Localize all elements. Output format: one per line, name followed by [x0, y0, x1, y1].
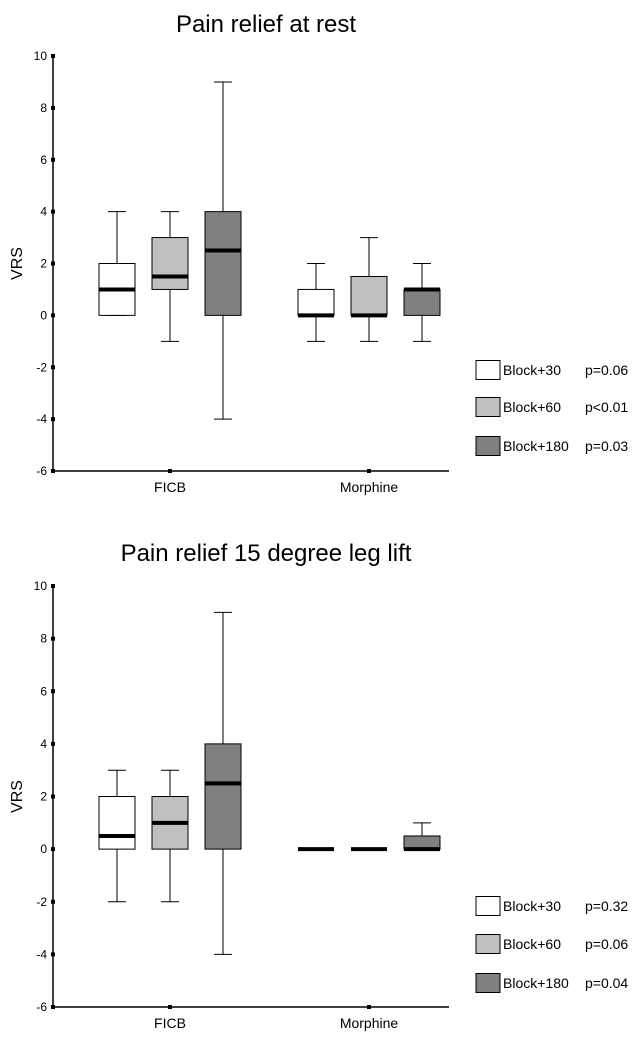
box-block180-morphine	[403, 288, 441, 316]
y-tick-label: 8	[40, 632, 47, 646]
box-block30-ficb	[98, 796, 136, 850]
y-tick-label: 8	[40, 101, 47, 115]
y-tick-mark	[51, 794, 55, 799]
y-tick-mark	[51, 636, 55, 641]
y-tick-mark	[51, 105, 55, 110]
box-block30-morphine	[297, 288, 335, 316]
legend-swatch	[475, 397, 501, 417]
legend-label: Block+30	[503, 362, 561, 378]
box-block180-ficb	[204, 211, 242, 316]
y-tick-mark	[51, 689, 55, 694]
y-tick-mark	[51, 157, 55, 162]
y-tick-mark	[51, 1005, 55, 1009]
y-tick-label: -2	[36, 360, 47, 374]
legend-label: Block+180	[503, 438, 569, 454]
legend-p-value: p=0.32	[585, 898, 628, 914]
chart-title: Pain relief 15 degree leg lift	[121, 540, 412, 567]
legend-p-value: p=0.04	[585, 975, 628, 991]
y-tick-label: 0	[40, 842, 47, 856]
y-tick-label: -4	[36, 412, 47, 426]
y-tick-mark	[51, 209, 55, 214]
y-tick-mark	[51, 54, 55, 58]
y-axis-label: VRS	[9, 247, 26, 280]
legend-swatch	[475, 973, 501, 993]
x-tick-mark	[367, 1005, 371, 1009]
y-tick-mark	[51, 952, 55, 957]
y-tick-label: 4	[40, 737, 47, 751]
legend-label: Block+30	[503, 898, 561, 914]
y-tick-mark	[51, 313, 55, 318]
y-tick-label: 10	[34, 579, 48, 593]
y-tick-label: -2	[36, 895, 47, 909]
y-tick-label: 2	[40, 790, 47, 804]
y-tick-mark	[51, 469, 55, 473]
y-tick-label: 6	[40, 684, 47, 698]
category-label-ficb: FICB	[154, 1015, 186, 1031]
y-axis-label: VRS	[9, 780, 26, 813]
legend-p-value: p=0.06	[585, 362, 628, 378]
y-tick-label: -4	[36, 947, 47, 961]
legend-p-value: p=0.03	[585, 438, 628, 454]
legend-label: Block+60	[503, 399, 561, 415]
y-tick-label: -6	[36, 464, 47, 478]
chart-title: Pain relief at rest	[176, 11, 356, 38]
category-label-ficb: FICB	[154, 479, 186, 495]
legend-swatch	[475, 360, 501, 380]
y-tick-label: 10	[34, 49, 48, 63]
box-block60-morphine	[350, 275, 388, 316]
category-label-morphine: Morphine	[340, 479, 399, 495]
box-block60-ficb	[151, 237, 189, 290]
y-tick-mark	[51, 741, 55, 746]
category-label-morphine: Morphine	[340, 1015, 399, 1031]
legend-p-value: p=0.06	[585, 936, 628, 952]
y-tick-mark	[51, 365, 55, 370]
y-tick-label: -6	[36, 1000, 47, 1014]
legend-label: Block+180	[503, 975, 569, 991]
x-tick-mark	[168, 1005, 172, 1009]
legend-swatch	[475, 436, 501, 456]
x-tick-mark	[367, 469, 371, 473]
legend-swatch	[475, 934, 501, 954]
y-tick-label: 6	[40, 153, 47, 167]
y-tick-label: 4	[40, 205, 47, 219]
y-tick-label: 2	[40, 257, 47, 271]
y-tick-mark	[51, 847, 55, 852]
legend-p-value: p<0.01	[585, 399, 628, 415]
box-block180-ficb	[204, 743, 242, 850]
x-tick-mark	[168, 469, 172, 473]
y-tick-label: 0	[40, 308, 47, 322]
legend-label: Block+60	[503, 936, 561, 952]
y-tick-mark	[51, 261, 55, 266]
y-tick-mark	[51, 899, 55, 904]
y-tick-mark	[51, 584, 55, 588]
y-tick-mark	[51, 417, 55, 422]
legend-swatch	[475, 896, 501, 916]
